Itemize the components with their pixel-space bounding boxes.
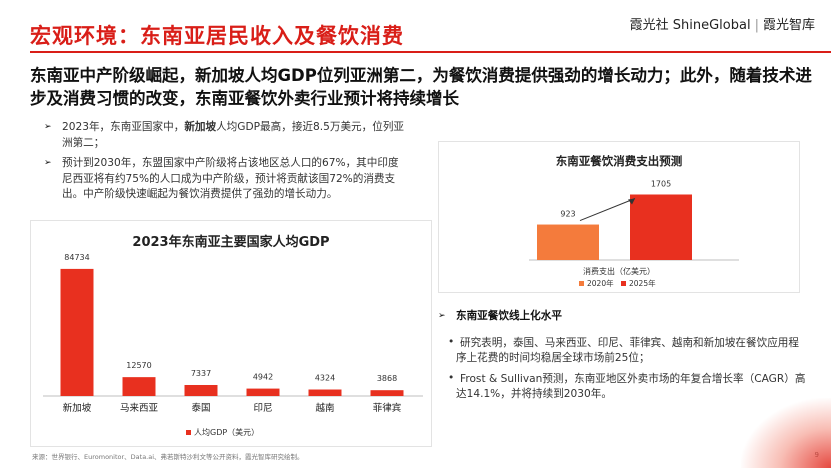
bullet-highlight: 新加坡 (184, 121, 217, 133)
gdp-legend-label: 人均GDP（美元） (194, 427, 259, 437)
gdp-chart: 2023年东南亚主要国家人均GDP 84734 新加坡 12570 马来西亚 7337 泰… (30, 220, 432, 447)
spend-value-label-1: 1705 (651, 179, 671, 188)
spending-chart-plot: 923 1705 消费支出（亿美元） 2020年 2025年 (529, 179, 739, 288)
brand-separator: | (754, 18, 759, 33)
dot-bullet-icon: • (448, 372, 455, 384)
gdp-value-label-3: 4942 (253, 373, 273, 382)
spend-legend-label-1: 2025年 (629, 278, 656, 288)
spend-value-label-0: 923 (560, 210, 575, 219)
gdp-category-label-3: 印尼 (253, 402, 272, 414)
gdp-value-label-1: 12570 (126, 361, 151, 370)
spend-legend-label-0: 2020年 (587, 278, 614, 288)
source-note: 来源：世界银行、Euromonitor、Data.ai、弗若斯特沙利文等公开资料… (32, 453, 304, 461)
gdp-legend-swatch (186, 430, 191, 435)
growth-arrow-icon (628, 198, 635, 205)
gdp-bar-3 (246, 388, 280, 396)
gdp-value-label-0: 84734 (64, 253, 89, 262)
gdp-category-label-2: 泰国 (191, 402, 210, 414)
arrow-bullet-icon: ➢ (44, 122, 52, 132)
gdp-bar-4 (308, 389, 342, 396)
spend-bar-1 (630, 194, 692, 260)
gdp-chart-plot: 84734 新加坡 12570 马来西亚 7337 泰国 4942 印尼 4324 越南 3868 菲… (43, 253, 423, 437)
title-divider (30, 51, 831, 53)
gdp-value-label-5: 3868 (377, 374, 397, 383)
corner-decoration (741, 398, 831, 468)
online-dining-section: ➢ 东南亚餐饮线上化水平 • 研究表明，泰国、马来西亚、印尼、菲律宾、越南和新加… (438, 309, 808, 408)
gdp-bar-5 (370, 390, 404, 396)
online-dining-bullet-2: • Frost & Sullivan预测，东南亚地区外卖市场的年复合增长率（CA… (448, 372, 806, 400)
gdp-category-label-5: 菲律宾 (373, 402, 402, 414)
spending-chart: 东南亚餐饮消费支出预测 923 1705 消费支出（亿美元） 2020年 2025年 (438, 141, 800, 293)
gdp-category-label-1: 马来西亚 (120, 403, 159, 414)
gdp-bar-0 (60, 268, 94, 396)
spend-legend-swatch-0 (579, 281, 584, 286)
online-dining-heading: ➢ 东南亚餐饮线上化水平 (438, 310, 562, 322)
spending-chart-title: 东南亚餐饮消费支出预测 (555, 154, 683, 168)
brand-shineglobal: 霞光社 ShineGlobal (629, 18, 751, 33)
gdp-category-label-4: 越南 (315, 402, 334, 414)
gdp-chart-title: 2023年东南亚主要国家人均GDP (132, 235, 330, 250)
arrow-bullet-icon: ➢ (44, 158, 52, 168)
left-bullet-list: ➢ 2023年，东南亚国家中，新加坡人均GDP最高，接近8.5万美元，位列亚洲第… (44, 120, 404, 208)
headline: 东南亚中产阶级崛起，新加坡人均GDP位列亚洲第二，为餐饮消费提供强劲的增长动力；… (30, 66, 812, 108)
brand-think-tank: 霞光智库 (762, 18, 815, 33)
gdp-bar-2 (184, 384, 218, 396)
spend-legend-swatch-1 (621, 281, 626, 286)
bullet-gdp: ➢ 2023年，东南亚国家中，新加坡人均GDP最高，接近8.5万美元，位列亚洲第… (44, 121, 405, 149)
arrow-bullet-icon: ➢ (438, 311, 446, 321)
page-title: 宏观环境：东南亚居民收入及餐饮消费 (30, 24, 404, 48)
spend-axis-title: 消费支出（亿美元） (583, 266, 655, 276)
spend-bar-0 (537, 224, 599, 260)
gdp-category-label-0: 新加坡 (63, 402, 92, 414)
growth-arrow-line (579, 198, 636, 222)
gdp-bar-1 (122, 377, 156, 396)
dot-bullet-icon: • (448, 336, 455, 348)
brand-logo: 霞光社 ShineGlobal | 霞光智库 (630, 14, 815, 33)
gdp-value-label-4: 4324 (315, 374, 335, 383)
gdp-value-label-2: 7337 (191, 369, 211, 378)
online-dining-bullet-1: • 研究表明，泰国、马来西亚、印尼、菲律宾、越南和新加坡在餐饮应用程序上花费的时… (448, 336, 799, 364)
bullet-middle-class: ➢ 预计到2030年，东盟国家中产阶级将占该地区总人口的67%，其中印度尼西亚将… (44, 157, 399, 200)
